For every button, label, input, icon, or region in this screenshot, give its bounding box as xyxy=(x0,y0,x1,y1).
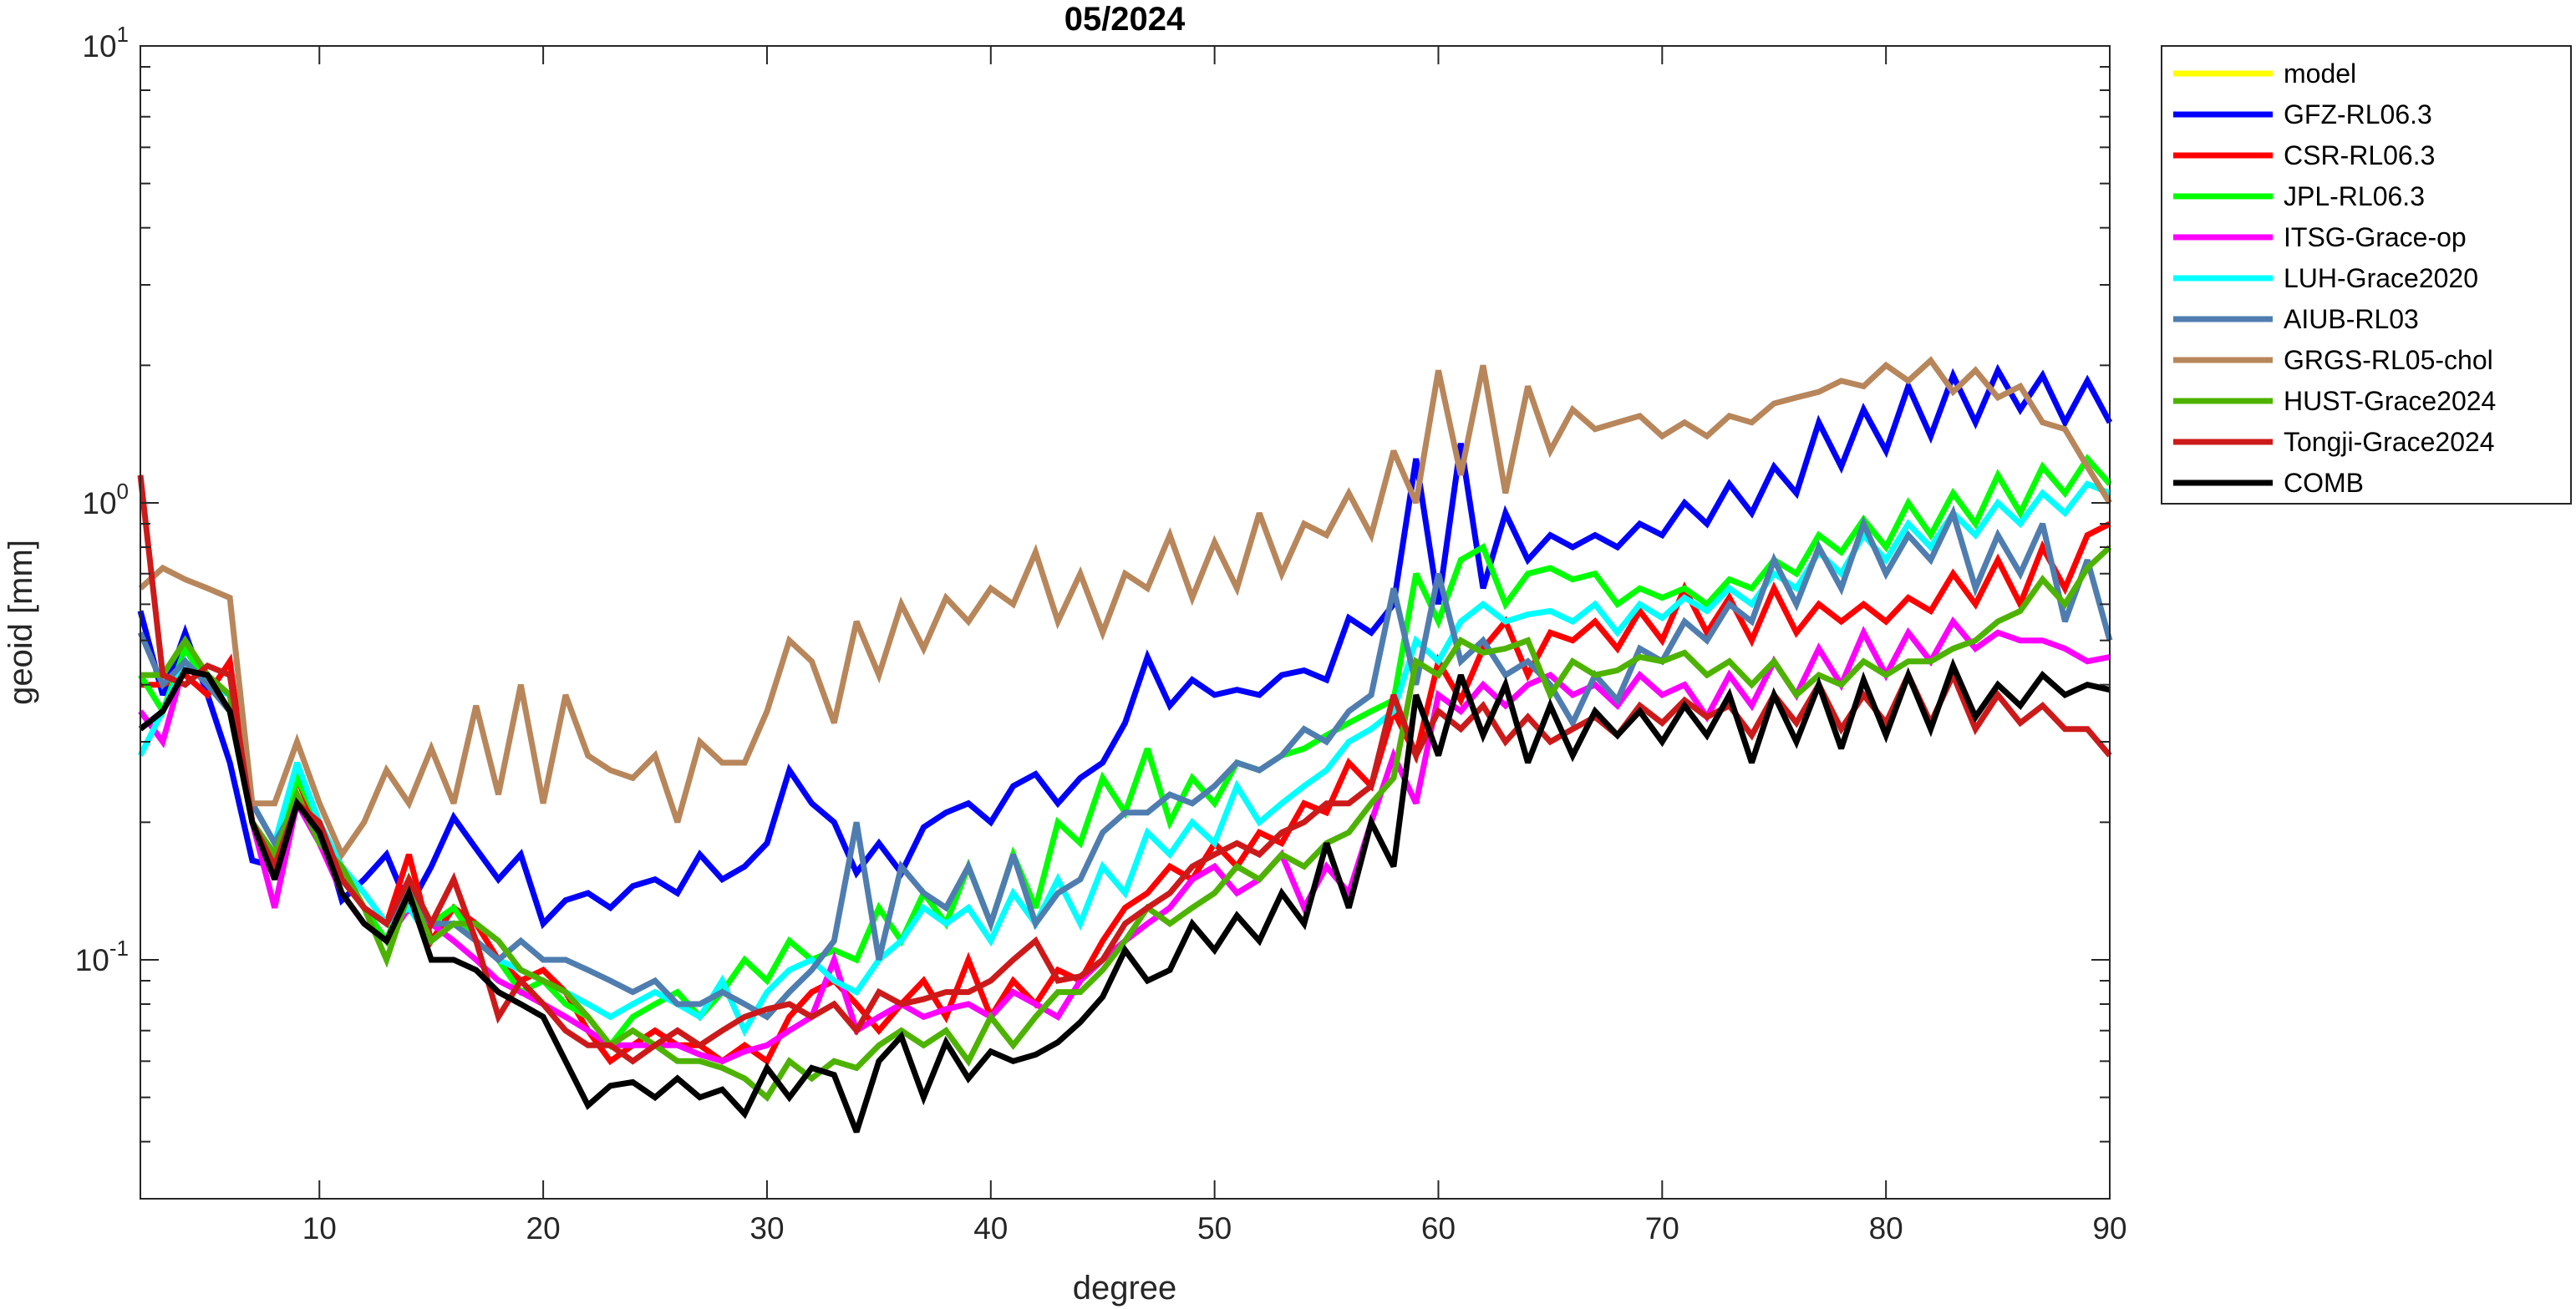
x-tick-label-7: 80 xyxy=(1869,1211,1903,1246)
x-tick-label-5: 60 xyxy=(1421,1211,1456,1246)
legend-box xyxy=(2161,45,2572,505)
legend-label-4: ITSG-Grace-op xyxy=(2284,222,2467,252)
legend-label-0: model xyxy=(2284,58,2356,89)
legend-label-5: LUH-Grace2020 xyxy=(2284,263,2478,293)
y-tick-label-0: 10-1 xyxy=(75,936,129,977)
legend-label-7: GRGS-RL05-chol xyxy=(2284,345,2493,375)
plot-frame xyxy=(140,45,2111,1200)
plot-area xyxy=(140,46,2110,1199)
series-layer xyxy=(137,356,2113,1134)
series-line-6 xyxy=(137,505,2113,1021)
legend-label-8: HUST-Grace2024 xyxy=(2284,386,2496,416)
x-tick-label-0: 10 xyxy=(302,1211,337,1246)
x-tick-label-8: 90 xyxy=(2092,1211,2126,1246)
y-tick-label-1: 100 xyxy=(82,479,129,520)
x-tick-label-4: 50 xyxy=(1197,1211,1232,1246)
legend-label-10: COMB xyxy=(2284,468,2364,498)
legend-label-9: Tongji-Grace2024 xyxy=(2284,427,2495,457)
legend-label-6: AIUB-RL03 xyxy=(2284,304,2419,334)
series-line-10 xyxy=(138,657,2111,1134)
y-tick-label-2: 101 xyxy=(82,22,129,63)
x-tick-label-3: 40 xyxy=(973,1211,1008,1246)
x-tick-label-2: 30 xyxy=(749,1211,784,1246)
x-tick-label-1: 20 xyxy=(526,1211,561,1246)
x-axis-label: degree xyxy=(1073,1270,1177,1306)
tick-layer: 10 20 30 40 50 60 70 80 90 10-1 100 101 xyxy=(75,22,2127,1246)
chart-title: 05/2024 xyxy=(1064,1,1186,38)
legend-label-1: GFZ-RL06.3 xyxy=(2284,99,2432,129)
legend: model GFZ-RL06.3 CSR-RL06.3 JPL-RL06.3 ITSG-… xyxy=(2161,45,2572,505)
legend-label-2: CSR-RL06.3 xyxy=(2284,140,2435,170)
series-line-1 xyxy=(137,363,2113,930)
legend-items: model GFZ-RL06.3 CSR-RL06.3 JPL-RL06.3 ITSG-… xyxy=(2173,58,2496,498)
series-line-7 xyxy=(138,356,2112,861)
y-axis-label: geoid [mm] xyxy=(3,540,39,705)
x-tick-label-6: 70 xyxy=(1645,1211,1679,1246)
legend-label-3: JPL-RL06.3 xyxy=(2284,181,2425,211)
